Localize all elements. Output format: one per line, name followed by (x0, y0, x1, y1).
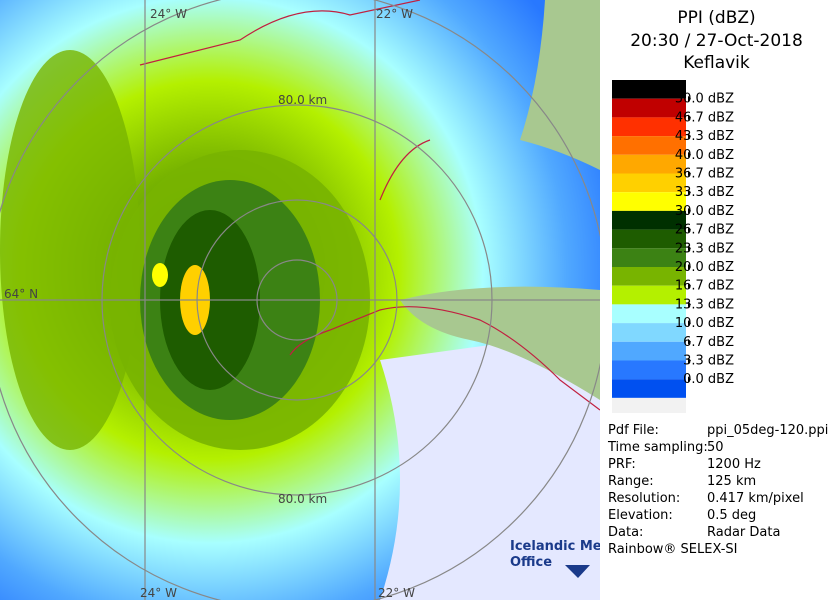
legend-band (612, 304, 686, 324)
legend-label: 16.7 dBZ (675, 279, 734, 294)
range-label: 80.0 km (278, 93, 327, 107)
info-label: Resolution: (608, 491, 681, 506)
no-echo (380, 330, 600, 600)
info-label: Range: (608, 474, 654, 489)
lat-label: 64° N (4, 287, 38, 301)
lon-label: 22° W (378, 586, 415, 600)
legend-band (612, 192, 686, 211)
legend-label: 33.3 dBZ (675, 185, 734, 200)
legend-label: 30.0 dBZ (675, 204, 734, 219)
legend-band (612, 267, 686, 286)
legend-band (612, 323, 686, 342)
legend-band (612, 360, 686, 380)
legend-band (612, 248, 686, 267)
legend-band (612, 173, 686, 193)
echo-peak (152, 263, 168, 287)
legend-tick (688, 320, 691, 327)
legend-tick (688, 170, 691, 177)
legend-band (612, 80, 686, 99)
legend-band (612, 229, 686, 249)
legend-tick (688, 151, 691, 158)
lon-label: 24° W (150, 7, 187, 21)
title: PPI (dBZ) (677, 8, 756, 28)
legend-label: 0.0 dBZ (683, 372, 734, 387)
legend-label: 3.3 dBZ (683, 354, 734, 369)
legend-tick (688, 338, 691, 345)
legend-tick (688, 264, 691, 270)
legend-band (612, 117, 686, 137)
lon-label: 24° W (140, 586, 177, 600)
logo-mark (565, 565, 590, 578)
legend-label: 10.0 dBZ (675, 316, 734, 331)
legend-label: 50.0 dBZ (675, 92, 734, 107)
info-label: Data: (608, 525, 644, 540)
legend-label: 43.3 dBZ (675, 129, 734, 144)
legend-label: 26.7 dBZ (675, 223, 734, 238)
info-value: 0.5 deg (707, 508, 757, 523)
lon-label: 22° W (376, 7, 413, 21)
site: Keflavik (683, 53, 750, 73)
info-value: 125 km (707, 474, 757, 489)
land (400, 286, 600, 400)
legend-tick (688, 189, 691, 196)
range-label: 80.0 km (278, 492, 327, 506)
legend-tick (688, 301, 691, 308)
legend-tick (688, 357, 691, 364)
legend-label: 20.0 dBZ (675, 260, 734, 275)
info-value: Radar Data (707, 525, 781, 540)
info-label: PRF: (608, 457, 636, 472)
info-label: Elevation: (608, 508, 673, 523)
info-value: 0.417 km/pixel (707, 491, 804, 506)
info-label: Pdf File: (608, 423, 659, 438)
legend-band (612, 341, 686, 361)
legend-tick (688, 207, 691, 214)
legend-band (612, 285, 686, 305)
info-value: ppi_05deg-120.ppi (707, 423, 829, 438)
legend-tick (688, 226, 691, 233)
legend-tick (688, 245, 691, 252)
logo-text: Icelandic Met (510, 539, 600, 554)
legend-tick (688, 376, 691, 383)
legend-label: 13.3 dBZ (675, 297, 734, 312)
legend-label: 23.3 dBZ (675, 241, 734, 256)
echo-band (0, 50, 140, 450)
radar-map: 24° W 22° W 24° W 22° W 64° N 80.0 km 80… (0, 0, 600, 600)
legend-tick (688, 95, 691, 102)
info-value: 50 (707, 440, 724, 455)
info-label: Time sampling: (608, 440, 708, 455)
color-legend: 50.0 dBZ 46.7 dBZ 43.3 dBZ 40.0 dBZ 36.7 dBZ… (612, 80, 734, 413)
legend-band (612, 379, 686, 398)
legend-label: 6.7 dBZ (683, 335, 734, 350)
info-value: 1200 Hz (707, 457, 761, 472)
legend-label: 40.0 dBZ (675, 148, 734, 163)
legend-band (612, 154, 686, 174)
legend-band (612, 397, 686, 413)
legend-tick (688, 114, 691, 121)
legend-band (612, 210, 686, 230)
logo-text: Office (510, 555, 552, 570)
legend-band (612, 136, 686, 155)
info-panel: PPI (dBZ) 20:30 / 27-Oct-2018 Keflavik 5… (600, 0, 833, 600)
timestamp: 20:30 / 27-Oct-2018 (630, 31, 803, 51)
legend-label: 46.7 dBZ (675, 110, 734, 125)
legend-band (612, 98, 686, 118)
legend-tick (688, 133, 691, 140)
legend-tick (688, 282, 691, 289)
credit: Rainbow® SELEX-SI (608, 542, 738, 557)
land (520, 0, 600, 170)
legend-label: 36.7 dBZ (675, 167, 734, 182)
